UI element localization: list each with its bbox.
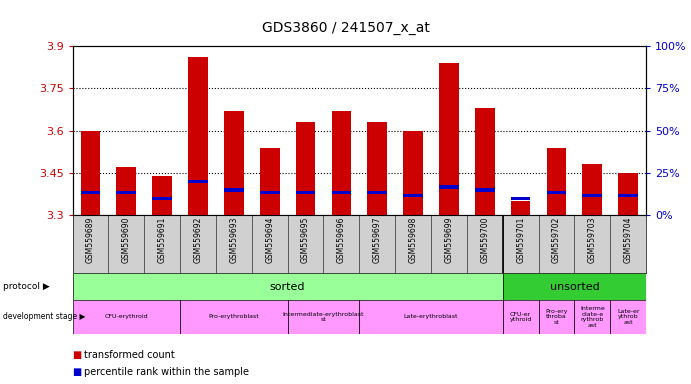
Bar (618, 194, 638, 197)
Text: GSM559689: GSM559689 (86, 217, 95, 263)
Text: Pro-ery
throba
st: Pro-ery throba st (545, 309, 568, 325)
Text: GSM559699: GSM559699 (444, 217, 453, 263)
Bar (475, 188, 495, 192)
Bar (81, 131, 100, 215)
Bar (359, 300, 503, 334)
Bar (260, 147, 280, 215)
Text: unsorted: unsorted (549, 281, 599, 291)
Text: GSM559698: GSM559698 (408, 217, 417, 263)
Bar (260, 191, 280, 194)
Text: development stage ▶: development stage ▶ (3, 313, 86, 321)
Text: CFU-erythroid: CFU-erythroid (104, 314, 148, 319)
Bar (117, 167, 136, 215)
Bar (188, 57, 208, 215)
Bar (511, 197, 531, 200)
Bar (547, 147, 567, 215)
Bar (368, 191, 387, 194)
Text: Pro-erythroblast: Pro-erythroblast (209, 314, 259, 319)
Text: GDS3860 / 241507_x_at: GDS3860 / 241507_x_at (262, 21, 429, 35)
Text: Interme
diate-e
rythrob
ast: Interme diate-e rythrob ast (580, 306, 605, 328)
Text: GSM559694: GSM559694 (265, 217, 274, 263)
Bar (81, 191, 100, 194)
Bar (188, 180, 208, 183)
Text: Late-er
ythrob
ast: Late-er ythrob ast (617, 309, 639, 325)
Bar (73, 300, 180, 334)
Bar (332, 111, 351, 215)
Bar (180, 300, 287, 334)
Bar (547, 191, 567, 194)
Text: transformed count: transformed count (84, 350, 175, 360)
Text: GSM559693: GSM559693 (229, 217, 238, 263)
Text: sorted: sorted (270, 281, 305, 291)
Text: GSM559700: GSM559700 (480, 217, 489, 263)
Text: GSM559692: GSM559692 (193, 217, 202, 263)
Text: GSM559704: GSM559704 (624, 217, 633, 263)
Text: GSM559703: GSM559703 (588, 217, 597, 263)
Bar (618, 173, 638, 215)
Text: GSM559690: GSM559690 (122, 217, 131, 263)
Text: Late-erythroblast: Late-erythroblast (404, 314, 458, 319)
Bar (583, 164, 602, 215)
Bar (439, 63, 459, 215)
Text: GSM559691: GSM559691 (158, 217, 167, 263)
Text: GSM559695: GSM559695 (301, 217, 310, 263)
Text: GSM559701: GSM559701 (516, 217, 525, 263)
Bar (368, 122, 387, 215)
Bar (287, 300, 359, 334)
Text: CFU-er
ythroid: CFU-er ythroid (509, 311, 532, 322)
Text: Intermediate-erythroblast
st: Intermediate-erythroblast st (283, 311, 364, 322)
Bar (610, 300, 646, 334)
Bar (574, 300, 610, 334)
Bar (404, 194, 423, 197)
Text: ■: ■ (73, 367, 82, 377)
Bar (503, 300, 538, 334)
Bar (439, 185, 459, 189)
Bar (117, 191, 136, 194)
Bar (296, 191, 315, 194)
Bar (296, 122, 315, 215)
Bar (73, 273, 503, 300)
Text: percentile rank within the sample: percentile rank within the sample (84, 367, 249, 377)
Bar (152, 176, 172, 215)
Text: protocol ▶: protocol ▶ (3, 282, 50, 291)
Bar (475, 108, 495, 215)
Bar (583, 194, 602, 197)
Bar (224, 188, 244, 192)
Bar (224, 111, 244, 215)
Bar (511, 201, 531, 215)
Text: GSM559702: GSM559702 (552, 217, 561, 263)
Bar (404, 131, 423, 215)
Text: ■: ■ (73, 350, 82, 360)
Bar (152, 197, 172, 200)
Bar (538, 300, 574, 334)
Bar (503, 273, 646, 300)
Text: GSM559697: GSM559697 (372, 217, 381, 263)
Text: GSM559696: GSM559696 (337, 217, 346, 263)
Bar (332, 191, 351, 194)
